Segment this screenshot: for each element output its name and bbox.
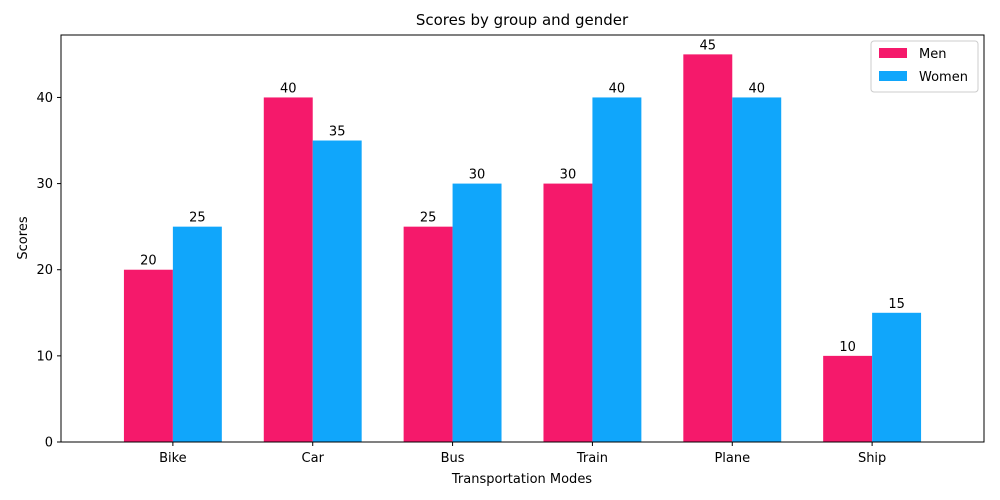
x-tick-label-bike: Bike (159, 451, 187, 466)
bar-men-ship (823, 355, 873, 442)
plot-frame (60, 34, 985, 443)
bar-men-train (543, 183, 593, 443)
bars-layer (123, 54, 922, 443)
legend: Men Women (870, 40, 979, 93)
x-tick-label-bus: Bus (441, 451, 465, 466)
bar-women-bus (452, 183, 502, 443)
data-label-men-bus: 25 (420, 211, 437, 226)
y-axis-label: Scores (16, 216, 31, 259)
bar-women-plane (732, 97, 782, 442)
y-tick-label: 30 (36, 177, 53, 192)
y-tick-label: 20 (36, 263, 53, 278)
y-tick-label: 0 (45, 436, 53, 451)
legend-label-women: Women (919, 70, 968, 85)
bar-men-car (263, 97, 313, 442)
bar-women-train (592, 97, 642, 442)
data-label-men-bike: 20 (140, 254, 157, 269)
bar-men-bike (123, 269, 173, 442)
bar-men-plane (683, 54, 733, 442)
data-label-women-bike: 25 (189, 211, 206, 226)
x-tick-label-plane: Plane (714, 451, 750, 466)
data-label-women-bus: 30 (469, 168, 486, 183)
data-label-men-ship: 10 (839, 340, 856, 355)
bar-men-bus (403, 226, 453, 442)
legend-swatch-women (879, 71, 907, 81)
bar-women-car (312, 140, 362, 442)
legend-label-men: Men (919, 47, 946, 62)
x-tick-label-train: Train (576, 451, 608, 466)
legend-swatch-men (879, 48, 907, 58)
data-label-women-car: 35 (329, 125, 346, 140)
x-axis: Bike Car Bus Train Plane Ship (159, 442, 886, 466)
bar-women-ship (872, 312, 922, 442)
x-tick-label-car: Car (302, 451, 325, 466)
data-label-men-train: 30 (560, 168, 577, 183)
data-label-men-car: 40 (280, 81, 297, 96)
x-tick-label-ship: Ship (858, 451, 886, 466)
chart-title: Scores by group and gender (416, 11, 629, 29)
y-tick-label: 10 (36, 349, 53, 364)
y-tick-label: 40 (36, 91, 53, 106)
data-label-women-plane: 40 (748, 81, 765, 96)
data-labels-layer: 20 40 25 30 45 10 25 35 30 40 40 15 (140, 38, 905, 354)
y-axis: 0 10 20 30 40 (36, 91, 61, 451)
data-label-women-train: 40 (609, 81, 626, 96)
x-axis-label: Transportation Modes (451, 472, 592, 487)
data-label-men-plane: 45 (700, 38, 717, 53)
data-label-women-ship: 15 (888, 297, 905, 312)
bar-women-bike (172, 226, 222, 442)
